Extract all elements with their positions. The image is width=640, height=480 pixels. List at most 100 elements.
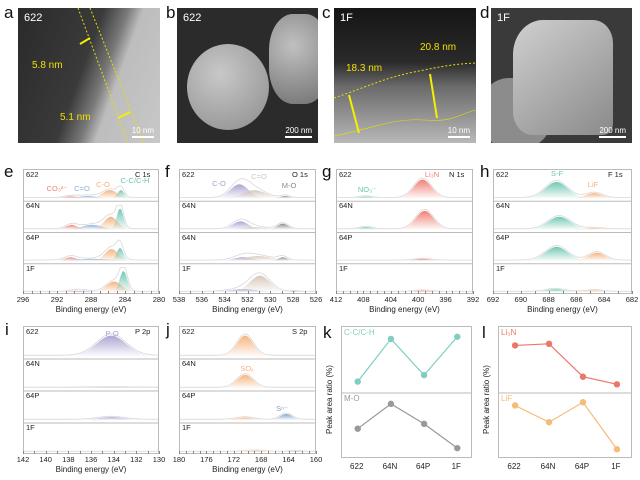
peak-S-F xyxy=(494,289,631,292)
x-tick-label: 622 xyxy=(507,462,521,471)
x-tick xyxy=(590,291,592,294)
peak-S-F xyxy=(494,182,631,199)
scale-bar: 10 nm xyxy=(131,126,154,138)
x-tick-label: 1F xyxy=(611,462,621,471)
series-label: C-C/C-H xyxy=(344,328,375,337)
x-tick xyxy=(102,451,104,454)
x-tick xyxy=(274,451,276,454)
x-tick xyxy=(356,291,358,294)
x-tick xyxy=(150,291,152,294)
x-tick-label: 64N xyxy=(540,462,556,471)
scale-bar-label: 200 nm xyxy=(285,126,312,135)
x-tick xyxy=(270,291,272,294)
x-tick xyxy=(74,291,75,294)
x-tick-label: 296 xyxy=(16,295,30,304)
x-tick xyxy=(316,291,317,294)
data-point xyxy=(387,335,395,343)
row-label: 64N xyxy=(26,359,40,368)
x-tick-label: 536 xyxy=(195,295,209,304)
data-point xyxy=(354,378,361,385)
scale-bar: 200 nm xyxy=(599,126,626,138)
x-tick xyxy=(213,451,215,454)
x-tick xyxy=(247,451,249,454)
x-tick xyxy=(363,291,365,294)
row-label: 622 xyxy=(182,170,195,179)
x-tick-label: 526 xyxy=(309,295,323,304)
sem-image-1f: 1F 200 nm xyxy=(491,8,632,143)
peak-M-O xyxy=(180,195,315,199)
envelope-line xyxy=(24,204,158,230)
x-tick-label: 396 xyxy=(439,295,452,304)
x-tick xyxy=(604,291,606,294)
row-label: 622 xyxy=(26,327,39,336)
x-tick xyxy=(309,451,311,454)
x-tick xyxy=(268,451,270,454)
series-label: Li₃N xyxy=(501,328,517,337)
x-axis-label: Binding energy (eV) xyxy=(212,465,283,474)
row-label: 1F xyxy=(182,263,191,273)
x-tick xyxy=(506,291,508,294)
panel-letter-i: i xyxy=(5,320,9,339)
peak-Li₃N xyxy=(337,210,472,230)
envelope-line xyxy=(24,239,158,261)
data-point xyxy=(545,419,553,426)
peak-C=O xyxy=(24,258,158,261)
x-tick xyxy=(466,291,468,294)
panel-letter-e: e xyxy=(4,162,14,181)
x-tick-label: 134 xyxy=(107,455,120,464)
peak-LiF xyxy=(494,290,631,292)
envelope-line xyxy=(494,215,631,230)
peak-LiF xyxy=(494,193,631,199)
x-tick xyxy=(206,451,208,454)
x-tick xyxy=(116,291,118,294)
x-tick xyxy=(159,451,160,454)
x-tick xyxy=(383,291,385,294)
core-level-title: N 1s xyxy=(449,170,465,179)
envelope-line xyxy=(337,177,472,198)
data-point xyxy=(545,340,553,347)
row-label: 1F xyxy=(26,423,35,432)
x-axis-label: Binding energy (eV) xyxy=(527,305,598,314)
peak-label: C-O xyxy=(212,179,226,188)
panel-letter-h: h xyxy=(480,162,490,181)
data-point xyxy=(420,420,428,428)
x-tick-label: 64P xyxy=(574,462,590,471)
series-line-M-O xyxy=(357,403,458,449)
x-tick xyxy=(125,451,126,454)
x-tick-label: 168 xyxy=(254,455,268,464)
x-tick xyxy=(459,291,461,294)
envelope-line xyxy=(337,289,472,292)
series-line-LiF xyxy=(514,401,618,450)
envelope-line xyxy=(180,178,315,198)
data-point xyxy=(511,342,519,349)
row-label: 64P xyxy=(182,391,196,400)
sample-tag: 1F xyxy=(497,12,510,24)
x-axis-label: Binding energy (eV) xyxy=(55,465,127,474)
series-label: M-O xyxy=(344,394,360,403)
peak-Sⁿ⁻ xyxy=(180,414,315,420)
x-tick xyxy=(342,291,344,294)
x-tick-label: 164 xyxy=(282,455,295,464)
x-tick xyxy=(377,291,379,294)
data-point xyxy=(579,373,587,380)
x-tick xyxy=(240,451,242,454)
panel-letter-d: d xyxy=(480,3,490,22)
particle xyxy=(269,14,318,104)
thickness-label: 5.8 nm xyxy=(32,60,63,71)
x-tick xyxy=(431,291,433,294)
x-tick xyxy=(220,451,222,454)
peak-C=O xyxy=(180,256,315,261)
x-tick xyxy=(45,451,47,454)
x-tick-label: 284 xyxy=(118,295,132,304)
peak-label: M-O xyxy=(281,181,297,190)
x-tick xyxy=(302,451,304,454)
peak-C-C/C-H xyxy=(24,208,158,230)
row-label: 1F xyxy=(496,263,505,273)
x-tick-label: 130 xyxy=(152,455,166,464)
envelope-line xyxy=(180,372,315,388)
peak-P-O xyxy=(24,417,158,420)
x-tick xyxy=(213,291,215,294)
y-axis-label: Peak area ratio (%) xyxy=(325,365,334,434)
x-tick xyxy=(125,291,126,294)
thickness-label: 18.3 nm xyxy=(346,63,383,74)
